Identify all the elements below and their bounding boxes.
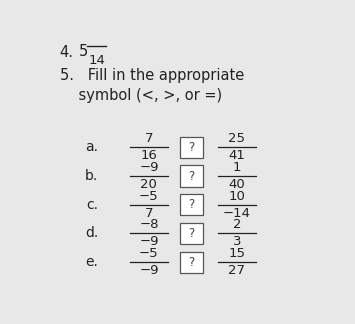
Text: −5: −5 bbox=[139, 247, 159, 260]
Text: ?: ? bbox=[189, 141, 195, 154]
Text: 5.   Fill in the appropriate: 5. Fill in the appropriate bbox=[60, 68, 244, 83]
FancyBboxPatch shape bbox=[180, 194, 203, 215]
Text: −9: −9 bbox=[139, 264, 159, 277]
Text: 1: 1 bbox=[233, 161, 241, 174]
FancyBboxPatch shape bbox=[180, 223, 203, 244]
Text: d.: d. bbox=[85, 226, 98, 240]
Text: e.: e. bbox=[85, 255, 98, 269]
Text: −8: −8 bbox=[139, 218, 159, 231]
Text: −14: −14 bbox=[223, 207, 251, 220]
FancyBboxPatch shape bbox=[180, 166, 203, 187]
FancyBboxPatch shape bbox=[180, 137, 203, 158]
Text: 14: 14 bbox=[88, 54, 105, 67]
Text: 25: 25 bbox=[229, 133, 245, 145]
Text: −9: −9 bbox=[139, 236, 159, 249]
Text: 7: 7 bbox=[145, 133, 153, 145]
Text: ?: ? bbox=[189, 227, 195, 240]
Text: 10: 10 bbox=[229, 190, 245, 203]
Text: 3: 3 bbox=[233, 236, 241, 249]
Text: 40: 40 bbox=[229, 178, 245, 191]
Text: ?: ? bbox=[189, 198, 195, 211]
Text: b.: b. bbox=[85, 169, 98, 183]
Text: ?: ? bbox=[189, 256, 195, 269]
Text: 27: 27 bbox=[229, 264, 245, 277]
Text: 20: 20 bbox=[141, 178, 157, 191]
Text: 5: 5 bbox=[79, 44, 88, 59]
Text: −9: −9 bbox=[139, 161, 159, 174]
FancyBboxPatch shape bbox=[180, 251, 203, 273]
Text: ?: ? bbox=[189, 169, 195, 183]
Text: 4.: 4. bbox=[60, 45, 73, 60]
Text: 15: 15 bbox=[229, 247, 245, 260]
Text: 41: 41 bbox=[229, 149, 245, 162]
Text: 7: 7 bbox=[145, 207, 153, 220]
Text: −5: −5 bbox=[139, 190, 159, 203]
Text: symbol (<, >, or =): symbol (<, >, or =) bbox=[60, 87, 222, 102]
Text: a.: a. bbox=[85, 140, 98, 155]
Text: 2: 2 bbox=[233, 218, 241, 231]
Text: c.: c. bbox=[86, 198, 98, 212]
Text: 16: 16 bbox=[141, 149, 157, 162]
